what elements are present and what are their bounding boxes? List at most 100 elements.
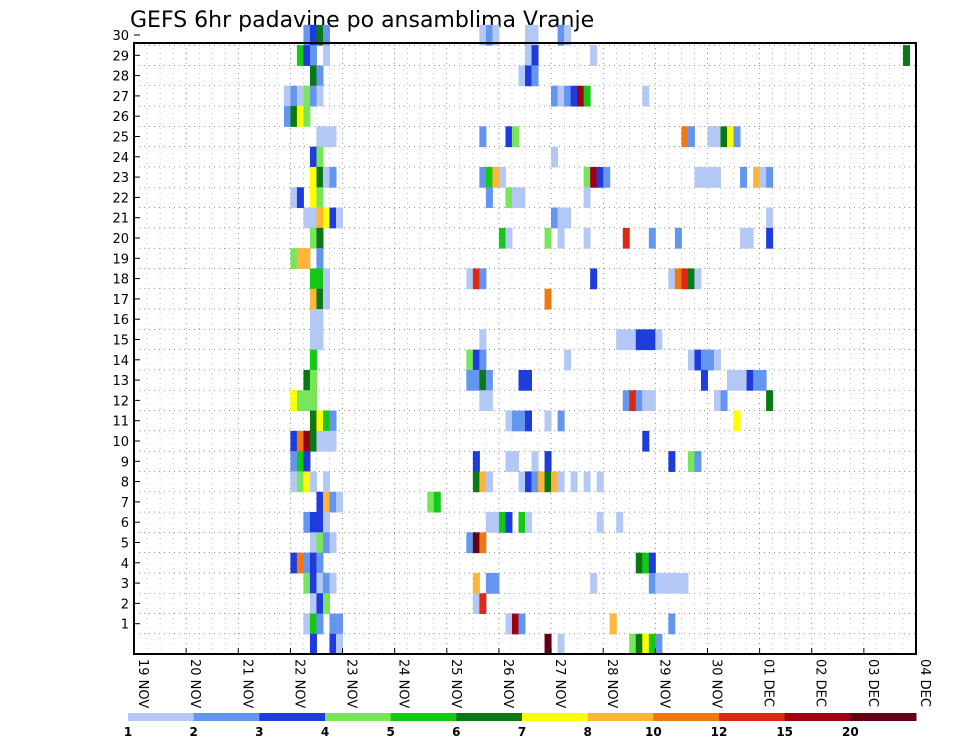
precip-cell — [322, 491, 330, 513]
precip-cell — [766, 390, 774, 412]
precip-cell — [303, 207, 311, 229]
legend-swatch — [193, 713, 260, 721]
legend-label: 5 — [386, 725, 394, 739]
precip-cell — [329, 491, 337, 513]
precip-cell — [557, 410, 565, 432]
precip-cell — [740, 227, 748, 249]
y-tick-label: 17 — [112, 293, 129, 308]
precip-cell — [479, 471, 487, 493]
y-tick-label: 1 — [121, 618, 129, 633]
precip-cell — [525, 410, 533, 432]
precip-cell — [557, 471, 565, 493]
legend-label: 3 — [255, 725, 263, 739]
precip-cell — [727, 126, 735, 148]
x-tick-label: 02 DEC — [813, 659, 828, 707]
precip-cell — [642, 329, 650, 351]
precip-cell — [479, 369, 487, 391]
precip-cell — [322, 207, 330, 229]
precip-cell — [531, 24, 539, 46]
precip-cell — [296, 451, 304, 472]
precip-cell — [316, 85, 324, 107]
precip-cell — [309, 633, 317, 655]
precip-cell — [316, 572, 324, 594]
precip-cell — [616, 329, 624, 351]
precip-cell — [557, 207, 565, 229]
precip-cell — [590, 268, 598, 290]
x-axis-ticks: 19 NOV 20 NOV 21 NOV 22 NOV 23 NOV 24 NOV 25 N… — [133, 648, 932, 708]
precip-cell — [479, 532, 487, 554]
y-tick-label: 10 — [112, 435, 129, 450]
precip-cell — [661, 572, 669, 594]
y-tick-label: 16 — [112, 313, 129, 328]
precip-cell — [316, 593, 324, 615]
precip-cell — [642, 85, 650, 107]
precip-cell — [309, 349, 317, 371]
precip-cell — [303, 24, 311, 46]
precip-cell — [740, 369, 748, 391]
precip-cell — [309, 227, 317, 249]
y-tick-label: 21 — [112, 212, 129, 227]
x-tick-label: 01 DEC — [761, 659, 776, 707]
precip-cell — [296, 85, 304, 107]
legend-swatch — [456, 713, 523, 721]
precip-cell — [766, 227, 774, 249]
precip-cell — [902, 45, 910, 66]
precip-cell — [687, 451, 695, 472]
x-tick-label: 24 NOV — [396, 659, 411, 708]
x-tick-label: 20 NOV — [187, 659, 202, 708]
precip-cell — [674, 572, 682, 594]
precip-cell — [564, 349, 572, 371]
precip-cell — [551, 85, 559, 107]
precip-cell — [668, 268, 676, 290]
x-tick-label: 26 NOV — [500, 659, 515, 708]
precip-cell — [505, 512, 513, 533]
precip-cell — [713, 349, 721, 371]
precip-cell — [322, 512, 330, 533]
precip-cell — [485, 24, 493, 46]
precip-cell — [290, 552, 298, 574]
precip-cell — [290, 248, 298, 269]
precip-cell — [309, 410, 317, 432]
precip-cell — [713, 126, 721, 148]
precip-cell — [505, 410, 513, 432]
precip-cell — [564, 85, 572, 107]
precip-cell — [290, 187, 298, 209]
precip-cell — [557, 227, 565, 249]
precip-cell — [309, 471, 317, 493]
precip-cell — [433, 491, 441, 513]
precip-cell — [622, 329, 630, 351]
precip-cell — [518, 410, 526, 432]
legend-label: 12 — [711, 725, 728, 739]
precip-cell — [746, 369, 754, 391]
y-tick-label: 13 — [112, 374, 129, 389]
y-tick-label: 22 — [112, 191, 129, 206]
precip-cell — [564, 207, 572, 229]
precip-cell — [316, 309, 324, 330]
precip-cell — [518, 512, 526, 533]
precip-cell — [635, 552, 643, 574]
precip-cell — [674, 268, 682, 290]
precip-cell — [629, 633, 637, 655]
precip-cell — [694, 451, 702, 472]
precip-cell — [583, 227, 591, 249]
precip-cell — [694, 166, 702, 188]
precip-cell — [309, 65, 317, 87]
precip-cell — [674, 227, 682, 249]
precip-cell — [485, 572, 493, 594]
precip-cell — [316, 430, 324, 452]
precip-cell — [694, 349, 702, 371]
precip-cell — [472, 471, 480, 493]
precip-cell — [472, 349, 480, 371]
precip-cell — [583, 166, 591, 188]
precip-cell — [309, 329, 317, 351]
precip-cell — [309, 268, 317, 290]
precip-cell — [316, 512, 324, 533]
precip-cell — [707, 349, 715, 371]
legend-swatch — [587, 713, 654, 721]
precip-cell — [309, 45, 317, 66]
precip-cell — [505, 613, 513, 635]
grid-lines — [134, 43, 916, 655]
y-tick-label: 3 — [121, 577, 129, 592]
precip-cell — [727, 369, 735, 391]
